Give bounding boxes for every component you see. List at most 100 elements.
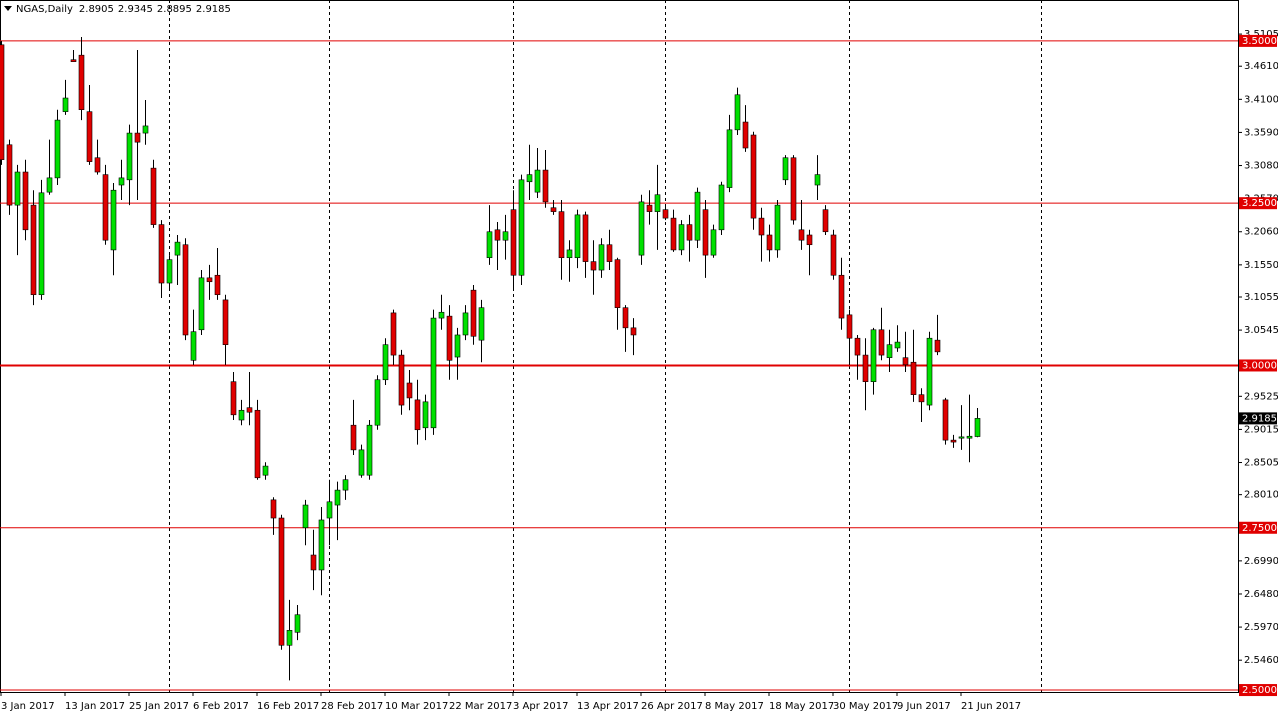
y-tick-label: 3.4610	[1244, 61, 1278, 72]
candle-body	[102, 174, 109, 241]
candle-body	[502, 231, 509, 241]
candle-body	[678, 224, 685, 251]
candle-body	[310, 554, 317, 571]
level-label-box	[1239, 197, 1277, 210]
candle-body	[574, 214, 581, 259]
candle-body	[702, 209, 709, 256]
candle-body	[366, 424, 373, 476]
candle-body	[758, 217, 765, 236]
current-price-label: 2.9185	[1242, 413, 1277, 424]
candle-body	[878, 329, 885, 356]
candle-body	[254, 409, 261, 479]
candle-body	[662, 209, 669, 219]
candle-body	[302, 504, 309, 529]
candle-body	[390, 312, 397, 356]
y-tick-label: 3.4100	[1244, 94, 1278, 105]
candle-body	[934, 339, 941, 353]
candle-body	[494, 229, 501, 241]
level-label: 3.5000	[1242, 36, 1277, 47]
candle-body	[110, 189, 117, 251]
candle-body	[294, 614, 301, 633]
candle-body	[414, 399, 421, 431]
candle-body	[430, 317, 437, 429]
level-label: 3.2500	[1242, 198, 1277, 209]
y-tick-label: 2.6480	[1244, 589, 1278, 600]
y-tick-label: 3.5105	[1244, 29, 1278, 40]
candle-body	[846, 314, 853, 339]
candle-body	[822, 209, 829, 233]
candle-body	[550, 207, 557, 212]
candle-body	[902, 357, 909, 366]
candle-body	[950, 439, 957, 443]
y-tick-label: 2.8010	[1244, 490, 1278, 501]
candle-body	[526, 174, 533, 183]
candle-body	[710, 229, 717, 256]
candle-body	[718, 184, 725, 231]
candle-body	[422, 401, 429, 429]
candle-body	[790, 157, 797, 221]
level-label-box	[1239, 34, 1277, 47]
candle-body	[966, 435, 973, 439]
candle-body	[206, 277, 213, 283]
candle-body	[638, 201, 645, 256]
y-tick-label: 3.3080	[1244, 161, 1278, 172]
candle-body	[854, 337, 861, 356]
y-tick-label: 2.9525	[1244, 391, 1278, 402]
candle-body	[438, 311, 445, 319]
x-tick-label: 30 May 2017	[833, 701, 898, 712]
x-tick-label: 3 Jan 2017	[1, 701, 55, 712]
x-tick-label: 16 Feb 2017	[257, 701, 319, 712]
candle-body	[734, 94, 741, 131]
x-tick-label: 10 Mar 2017	[385, 701, 448, 712]
candle-body	[278, 517, 285, 646]
candle-body	[486, 231, 493, 259]
candle-body	[958, 436, 965, 439]
candle-body	[342, 479, 349, 491]
level-label-box	[1239, 684, 1277, 697]
candle-body	[974, 418, 981, 437]
candle-body	[670, 217, 677, 251]
candle-body	[382, 344, 389, 381]
candle-body	[806, 234, 813, 246]
candle-body	[830, 234, 837, 276]
x-tick-label: 26 Apr 2017	[641, 701, 703, 712]
x-tick-label: 3 Apr 2017	[513, 701, 568, 712]
candle-body	[622, 307, 629, 329]
candle-body	[598, 244, 605, 271]
candle-body	[798, 229, 805, 241]
period-separators	[169, 0, 1042, 692]
level-label: 3.0000	[1242, 360, 1277, 371]
candle-body	[62, 97, 69, 112]
current-price-box	[1239, 412, 1277, 425]
x-tick-label: 25 Jan 2017	[129, 701, 189, 712]
candle-body	[870, 329, 877, 383]
candle-body	[118, 177, 125, 186]
candle-body	[134, 132, 141, 143]
candle-body	[518, 179, 525, 276]
candle-body	[126, 132, 133, 181]
candle-body	[838, 274, 845, 319]
header-open: 2.8905	[79, 4, 114, 15]
x-tick-label: 13 Jan 2017	[65, 701, 125, 712]
candle-body	[30, 204, 37, 296]
candle-body	[510, 209, 517, 276]
candle-body	[238, 409, 245, 421]
candle-body	[38, 192, 45, 296]
candle-body	[534, 169, 541, 193]
candle-body	[222, 299, 229, 346]
candle-body	[318, 519, 325, 571]
y-tick-label: 2.9015	[1244, 424, 1278, 435]
candle-body	[942, 399, 949, 441]
x-tick-label: 13 Apr 2017	[577, 701, 639, 712]
header-low: 2.8895	[157, 4, 192, 15]
header-close: 2.9185	[196, 4, 231, 15]
candle-body	[174, 241, 181, 256]
x-tick-label: 28 Feb 2017	[321, 701, 383, 712]
candle-body	[0, 44, 5, 160]
candle-body	[886, 344, 893, 358]
candle-body	[582, 214, 589, 262]
candle-body	[350, 424, 357, 451]
x-tick-label: 21 Jun 2017	[961, 701, 1021, 712]
candle-body	[150, 167, 157, 225]
candle-body	[606, 244, 613, 262]
